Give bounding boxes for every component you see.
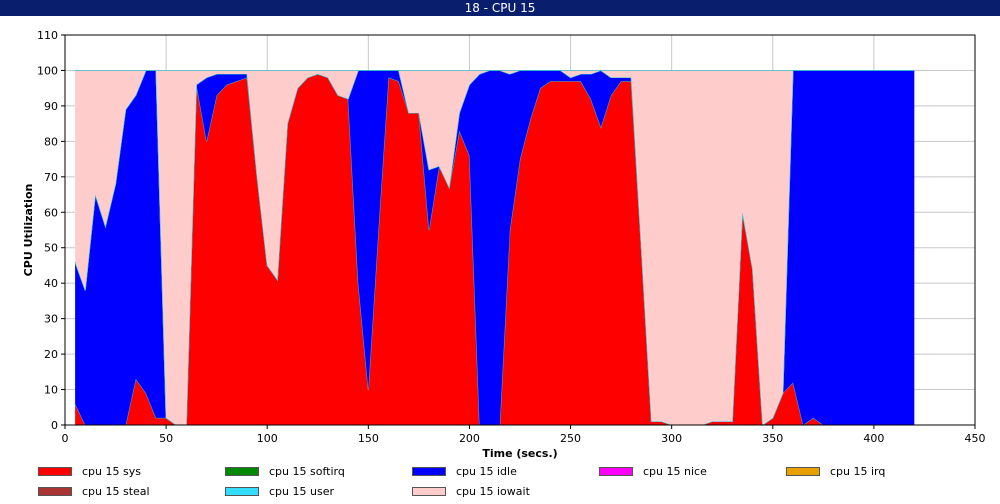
series-area-cpu-15-sys — [75, 74, 915, 425]
y-tick-label: 70 — [44, 171, 58, 184]
y-tick-label: 60 — [44, 206, 58, 219]
x-tick-label: 350 — [762, 432, 783, 445]
legend: cpu 15 sys cpu 15 softirq cpu 15 idle cpu 1… — [0, 462, 1000, 504]
legend-label: cpu 15 idle — [456, 465, 517, 478]
x-tick-label: 200 — [459, 432, 480, 445]
legend-swatch — [412, 467, 446, 476]
legend-label: cpu 15 user — [269, 485, 334, 498]
plot-frame — [64, 34, 976, 426]
x-tick-label: 0 — [62, 432, 69, 445]
y-tick-label: 100 — [37, 64, 58, 77]
legend-label: cpu 15 iowait — [456, 485, 530, 498]
y-tick-label: 0 — [51, 419, 58, 432]
y-tick-label: 40 — [44, 277, 58, 290]
legend-swatch — [38, 467, 72, 476]
x-tick-label: 400 — [863, 432, 884, 445]
x-tick-label: 450 — [965, 432, 986, 445]
y-tick-label: 80 — [44, 135, 58, 148]
y-tick-label: 50 — [44, 242, 58, 255]
y-tick-label: 20 — [44, 348, 58, 361]
legend-swatch — [599, 467, 633, 476]
y-tick-label: 90 — [44, 100, 58, 113]
legend-swatch — [786, 467, 820, 476]
legend-label: cpu 15 sys — [82, 465, 141, 478]
x-tick-label: 100 — [257, 432, 278, 445]
x-tick-label: 150 — [358, 432, 379, 445]
y-axis-label: CPU Utilization — [22, 184, 35, 277]
y-tick-label: 10 — [44, 384, 58, 397]
x-tick-label: 50 — [159, 432, 173, 445]
x-axis-label: Time (secs.) — [482, 447, 557, 460]
legend-label: cpu 15 softirq — [269, 465, 345, 478]
chart-title: 18 - CPU 15 — [0, 0, 1000, 16]
legend-swatch — [412, 487, 446, 496]
chart-area: 0 10 20 30 40 50 60 70 80 90 100 110 0 50 100 150 200 250… — [0, 16, 1000, 462]
series-area-cpu-15-idle — [75, 70, 915, 426]
x-tick-label: 300 — [661, 432, 682, 445]
axis-ticks: 0 10 20 30 40 50 60 70 80 90 100 110 0 50 100 150 200 250… — [37, 29, 986, 445]
series-areas — [74, 69, 915, 426]
y-tick-label: 30 — [44, 313, 58, 326]
legend-swatch — [38, 487, 72, 496]
legend-label: cpu 15 steal — [82, 485, 150, 498]
legend-swatch — [225, 467, 259, 476]
series-area-cpu-15-iowait — [75, 70, 915, 426]
legend-swatch — [225, 487, 259, 496]
x-tick-label: 250 — [560, 432, 581, 445]
legend-label: cpu 15 irq — [830, 465, 886, 478]
legend-label: cpu 15 nice — [643, 465, 707, 478]
y-tick-label: 110 — [37, 29, 58, 42]
